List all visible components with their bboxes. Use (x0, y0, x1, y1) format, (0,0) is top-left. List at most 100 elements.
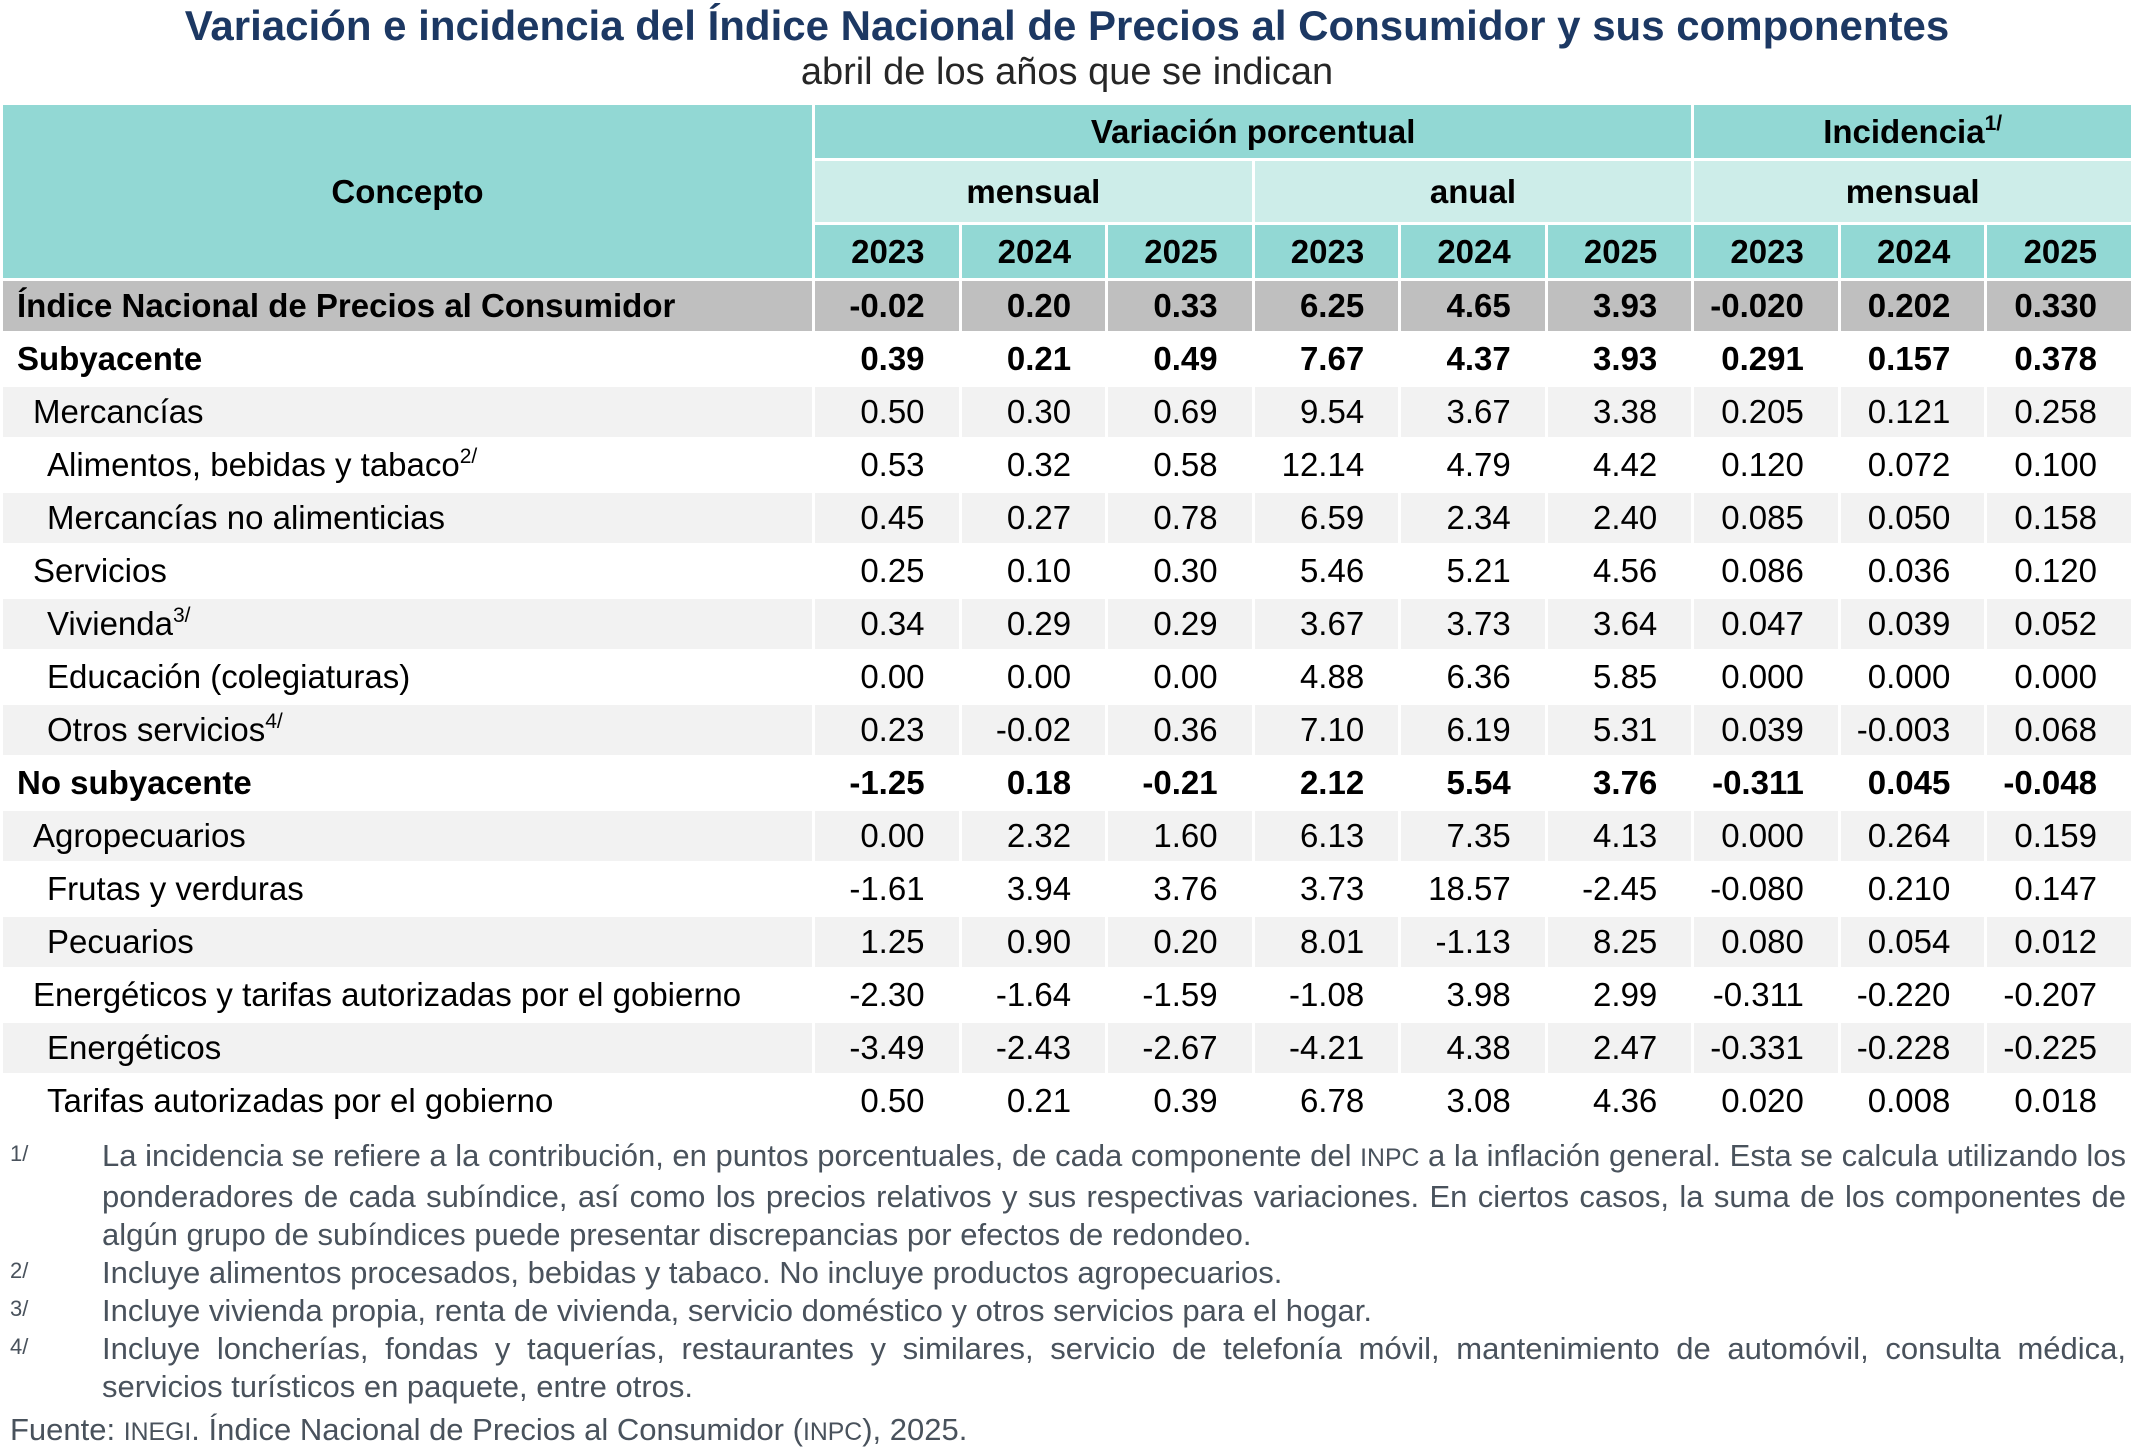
value-cell: 0.008 (1837, 1073, 1988, 1130)
value-cell: 6.25 (1251, 278, 1402, 335)
value-cell: 3.38 (1544, 384, 1695, 441)
value-cell: -0.311 (1691, 755, 1841, 812)
value-cell: 0.20 (958, 278, 1109, 335)
table-body: Índice Nacional de Precios al Consumidor… (0, 278, 2134, 1130)
footnote: 3/Incluye vivienda propia, renta de vivi… (10, 1292, 2126, 1330)
value-cell: 0.068 (1984, 702, 2134, 759)
value-cell: 0.000 (1837, 649, 1988, 706)
small-caps-acronym: INPC (1360, 1145, 1420, 1173)
concept-cell: Mercancías no alimenticias (0, 490, 815, 547)
value-cell: 0.69 (1105, 384, 1255, 441)
value-cell: 2.12 (1251, 755, 1402, 812)
footnote-ref-icon: 4/ (265, 710, 283, 734)
value-cell: 4.38 (1398, 1020, 1548, 1077)
value-cell: 0.50 (812, 1073, 962, 1130)
table-row: Energéticos y tarifas autorizadas por el… (0, 967, 2134, 1024)
table-header: Concepto Variación porcentual Incidencia1… (0, 102, 2134, 282)
value-cell: 7.67 (1251, 331, 1402, 388)
value-cell: 0.120 (1984, 543, 2134, 600)
value-cell: 6.19 (1398, 702, 1548, 759)
value-cell: -0.02 (958, 702, 1109, 759)
value-cell: 4.56 (1544, 543, 1695, 600)
value-cell: 6.59 (1251, 490, 1402, 547)
table-row: Mercancías no alimenticias 0.45 0.27 0.78 6.… (0, 490, 2134, 547)
table-row: Otros servicios4/0.23 -0.02 0.36 7.10 6.19 5.… (0, 702, 2134, 759)
concept-cell: Subyacente (0, 331, 815, 388)
value-cell: 0.20 (1105, 914, 1255, 971)
concept-cell: Índice Nacional de Precios al Consumidor (0, 278, 815, 335)
footnotes: 1/La incidencia se refiere a la contribu… (0, 1129, 2134, 1453)
value-cell: 0.18 (958, 755, 1109, 812)
value-cell: 3.76 (1544, 755, 1695, 812)
value-cell: 0.080 (1691, 914, 1841, 971)
concept-cell: Energéticos y tarifas autorizadas por el… (0, 967, 815, 1024)
value-cell: 4.42 (1544, 437, 1695, 494)
subgroup-header: anual (1251, 158, 1695, 226)
value-cell: 0.25 (812, 543, 962, 600)
value-cell: 0.34 (812, 596, 962, 653)
table-row: Subyacente 0.39 0.21 0.49 7.67 4.37 3.93 0.291 0… (0, 331, 2134, 388)
table-row: Agropecuarios 0.00 2.32 1.60 6.13 7.35 4.13 0.0… (0, 808, 2134, 865)
value-cell: -1.25 (812, 755, 962, 812)
value-cell: 0.202 (1837, 278, 1988, 335)
value-cell: 3.64 (1544, 596, 1695, 653)
value-cell: 0.53 (812, 437, 962, 494)
value-cell: 3.76 (1105, 861, 1255, 918)
table-row: Frutas y verduras -1.61 3.94 3.76 3.73 18.57-… (0, 861, 2134, 918)
value-cell: 7.35 (1398, 808, 1548, 865)
value-cell: 0.00 (812, 649, 962, 706)
subgroup-header-row: mensual anual mensual (2, 158, 2134, 226)
value-cell: 0.045 (1837, 755, 1988, 812)
value-cell: 0.49 (1105, 331, 1255, 388)
value-cell: 0.00 (1105, 649, 1255, 706)
value-cell: 0.050 (1837, 490, 1988, 547)
value-cell: 0.00 (958, 649, 1109, 706)
year-header: 2024 (1837, 222, 1988, 282)
value-cell: 0.147 (1984, 861, 2134, 918)
value-cell: -1.59 (1105, 967, 1255, 1024)
value-cell: 0.90 (958, 914, 1109, 971)
value-cell: 0.072 (1837, 437, 1988, 494)
footnote-text: Incluye vivienda propia, renta de vivien… (102, 1293, 1372, 1329)
value-cell: 0.020 (1691, 1073, 1841, 1130)
value-cell: -4.21 (1251, 1020, 1402, 1077)
value-cell: 0.157 (1837, 331, 1988, 388)
value-cell: 0.000 (1691, 808, 1841, 865)
value-cell: 5.85 (1544, 649, 1695, 706)
value-cell: 1.60 (1105, 808, 1255, 865)
value-cell: 0.159 (1984, 808, 2134, 865)
table-row: Educación (colegiaturas) 0.00 0.00 0.00 4.88… (0, 649, 2134, 706)
value-cell: 12.14 (1251, 437, 1402, 494)
footnote-marker: 2/ (10, 1258, 29, 1284)
concept-cell: No subyacente (0, 755, 815, 812)
value-cell: 0.58 (1105, 437, 1255, 494)
value-cell: -2.67 (1105, 1020, 1255, 1077)
value-cell: -0.225 (1984, 1020, 2134, 1077)
concept-cell: Servicios (0, 543, 815, 600)
small-caps-acronym: INPC (802, 1419, 863, 1447)
value-cell: 8.25 (1544, 914, 1695, 971)
footnote: 1/La incidencia se refiere a la contribu… (10, 1137, 2126, 1254)
concept-cell: Educación (colegiaturas) (0, 649, 815, 706)
concept-cell: Vivienda3/ (0, 596, 815, 653)
value-cell: 0.45 (812, 490, 962, 547)
value-cell: -0.003 (1837, 702, 1988, 759)
page-title: Variación e incidencia del Índice Nacion… (184, 2, 1950, 49)
footnote-ref-icon: 2/ (459, 445, 478, 469)
value-cell: -0.220 (1837, 967, 1988, 1024)
concept-cell: Energéticos (0, 1020, 815, 1077)
value-cell: 0.264 (1837, 808, 1988, 865)
footnote-text: La incidencia se refiere a la contribuci… (102, 1138, 2126, 1253)
footnote-ref-icon: 3/ (173, 604, 191, 628)
value-cell: 0.205 (1691, 384, 1841, 441)
value-cell: -2.45 (1544, 861, 1695, 918)
value-cell: 0.39 (812, 331, 962, 388)
value-cell: 0.012 (1984, 914, 2134, 971)
value-cell: 3.08 (1398, 1073, 1548, 1130)
value-cell: 0.258 (1984, 384, 2134, 441)
value-cell: -2.30 (812, 967, 962, 1024)
table-row: Servicios 0.25 0.10 0.30 5.46 5.21 4.56 0.086 0.… (0, 543, 2134, 600)
table-row: Índice Nacional de Precios al Consumidor… (0, 278, 2134, 335)
value-cell: -0.048 (1984, 755, 2134, 812)
source-line: Fuente: INEGI. Índice Nacional de Precio… (10, 1412, 968, 1448)
